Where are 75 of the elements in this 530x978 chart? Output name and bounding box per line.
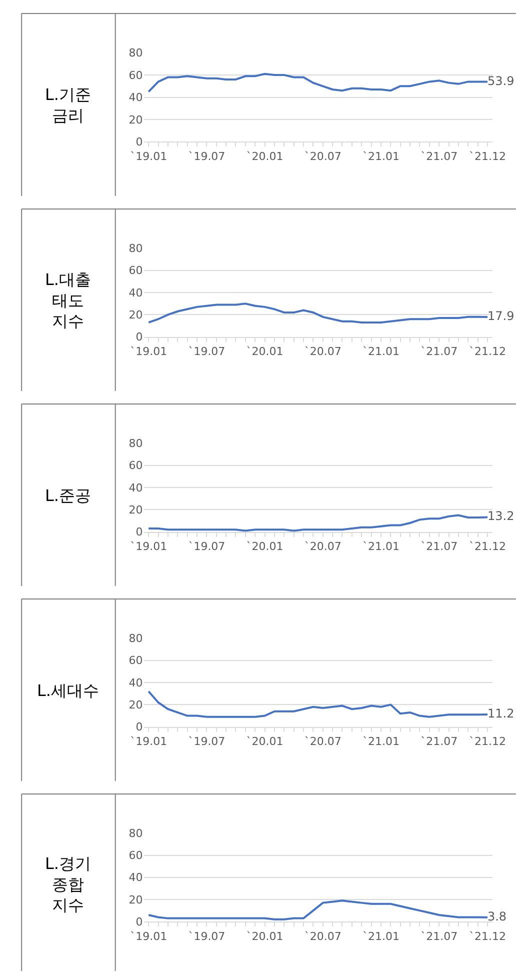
x-tick-label: `21.07 [420, 930, 458, 943]
x-tick-label: `19.07 [188, 540, 226, 554]
x-tick-label: `19.07 [188, 735, 226, 748]
line-series [148, 514, 488, 532]
y-tick-label: 80 [128, 632, 143, 646]
x-tick-label: `20.07 [304, 345, 342, 358]
line-series [148, 900, 488, 920]
x-tick-label: `21.01 [362, 540, 400, 554]
x-tick-label: `20.07 [304, 735, 342, 748]
line-series [148, 72, 488, 93]
y-tick-label: 20 [128, 893, 143, 906]
y-tick-label: 40 [128, 676, 143, 690]
y-tick-label: 40 [128, 871, 143, 884]
x-tick-label: `21.07 [420, 735, 458, 748]
x-tick-label: `19.07 [188, 150, 226, 163]
y-tick-label: 60 [128, 459, 143, 472]
y-tick-label: 80 [128, 242, 143, 256]
y-tick-label: 60 [128, 264, 143, 278]
x-tick-label: `21.07 [420, 540, 458, 554]
x-tick-label: `21.07 [420, 345, 458, 358]
x-tick-label: `21.01 [362, 930, 400, 943]
x-tick-label: `19.07 [188, 345, 226, 358]
y-tick-label: 20 [128, 504, 143, 517]
x-tick-label: `19.01 [130, 150, 168, 163]
y-tick-label: 0 [136, 720, 143, 734]
y-tick-label: 0 [136, 330, 143, 344]
y-tick-label: 80 [128, 46, 143, 60]
data-label: 13.2 [487, 509, 514, 524]
text: L.준공 [45, 486, 91, 505]
x-tick-label: `21.12 [468, 930, 506, 943]
text: L.기준 금리 [45, 85, 91, 125]
x-tick-label: `20.01 [246, 150, 284, 163]
y-tick-label: 40 [128, 91, 143, 104]
y-tick-label: 20 [128, 113, 143, 126]
x-tick-label: `20.01 [246, 345, 284, 358]
x-tick-label: `20.07 [304, 150, 342, 163]
x-tick-label: `21.12 [468, 540, 506, 554]
y-tick-label: 20 [128, 308, 143, 322]
y-tick-label: 80 [128, 437, 143, 450]
y-tick-label: 40 [128, 481, 143, 494]
x-tick-label: `20.07 [304, 540, 342, 554]
y-tick-label: 0 [136, 915, 143, 928]
y-tick-label: 20 [128, 698, 143, 712]
y-tick-label: 0 [136, 526, 143, 539]
data-label: 17.9 [487, 309, 514, 324]
x-tick-label: `21.01 [362, 735, 400, 748]
y-tick-label: 60 [128, 654, 143, 668]
y-tick-label: 60 [128, 849, 143, 862]
x-tick-label: `21.12 [468, 735, 506, 748]
data-label: 53.9 [487, 74, 514, 88]
text: L.대출 태도 지수 [45, 270, 91, 331]
x-tick-label: `21.12 [468, 345, 506, 358]
x-tick-label: `19.01 [130, 345, 168, 358]
x-tick-label: `19.01 [130, 540, 168, 554]
x-tick-label: `21.01 [362, 345, 400, 358]
x-tick-label: `20.01 [246, 735, 284, 748]
text: L.경기 종합 지수 [45, 854, 91, 915]
line-series [148, 302, 488, 324]
text: L.세대수 [37, 681, 99, 700]
x-tick-label: `19.01 [130, 930, 168, 943]
x-tick-label: `20.01 [246, 540, 284, 554]
x-tick-label: `20.01 [246, 930, 284, 943]
x-tick-label: `19.07 [188, 930, 226, 943]
x-tick-label: `21.07 [420, 150, 458, 163]
x-tick-label: `21.12 [468, 150, 506, 163]
line-series [148, 690, 488, 718]
x-tick-label: `21.01 [362, 150, 400, 163]
x-tick-label: `19.01 [130, 735, 168, 748]
data-label: 11.2 [487, 706, 514, 720]
x-tick-label: `20.07 [304, 930, 342, 943]
y-tick-label: 40 [128, 286, 143, 300]
y-tick-label: 60 [128, 68, 143, 82]
y-tick-label: 0 [136, 136, 143, 149]
y-tick-label: 80 [128, 826, 143, 840]
data-label: 3.8 [487, 909, 507, 924]
